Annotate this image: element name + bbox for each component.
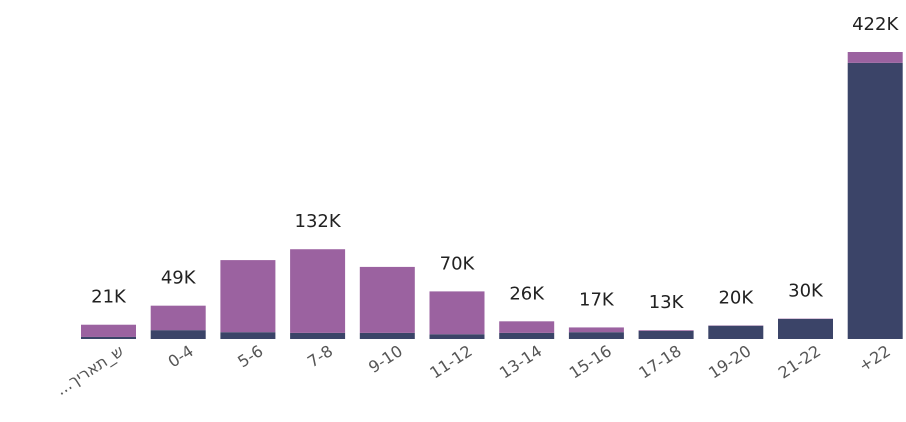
x-tick-label: 7-8	[304, 341, 336, 371]
bar-segment	[359, 332, 415, 339]
bar-segment	[429, 291, 485, 335]
x-tick-label: 17-18	[635, 341, 684, 382]
total-label: 30K	[788, 281, 824, 302]
bar-segment	[778, 318, 833, 339]
total-label: 13K	[649, 292, 685, 313]
bar-segment	[150, 305, 206, 331]
bar-segment	[499, 321, 555, 333]
bar-segment	[290, 249, 346, 333]
total-label: 17K	[579, 289, 615, 310]
total-label: 26K	[509, 283, 545, 304]
total-label: 70K	[440, 253, 476, 274]
bar-segment	[638, 330, 694, 339]
bar-segment	[429, 334, 485, 339]
x-tick-label: 5-6	[234, 341, 266, 371]
bar-segment	[568, 327, 624, 333]
total-label: 49K	[161, 268, 197, 289]
bar-segment	[708, 325, 764, 339]
total-label: 20K	[718, 287, 754, 308]
bar-segment	[290, 332, 346, 339]
x-tick-label: 0-4	[165, 341, 197, 371]
bar-segment	[81, 324, 136, 337]
x-tick-label: ש_תאריך...	[52, 341, 127, 400]
x-tick-label: 15-16	[566, 341, 615, 382]
x-tick-label: 21-22	[775, 341, 824, 382]
x-tick-label: 13-14	[496, 341, 545, 382]
bar-segment	[220, 260, 276, 333]
bar-segment	[220, 332, 276, 339]
x-tick-label: 19-20	[705, 341, 754, 382]
bar-segment	[81, 336, 136, 339]
bar-segment	[847, 52, 903, 63]
bar-segment	[359, 266, 415, 333]
total-label: 132K	[295, 211, 342, 232]
x-tick-label: +22	[855, 341, 894, 375]
bar-segment	[638, 330, 694, 331]
bar-segment	[150, 330, 206, 339]
bar-segment	[847, 62, 903, 339]
x-tick-label: 11-12	[426, 341, 475, 382]
total-label: 422K	[852, 14, 899, 35]
x-tick-label: 9-10	[365, 341, 406, 377]
total-label: 21K	[91, 287, 127, 308]
bar-segment	[499, 332, 555, 339]
bar-segment	[568, 332, 624, 339]
